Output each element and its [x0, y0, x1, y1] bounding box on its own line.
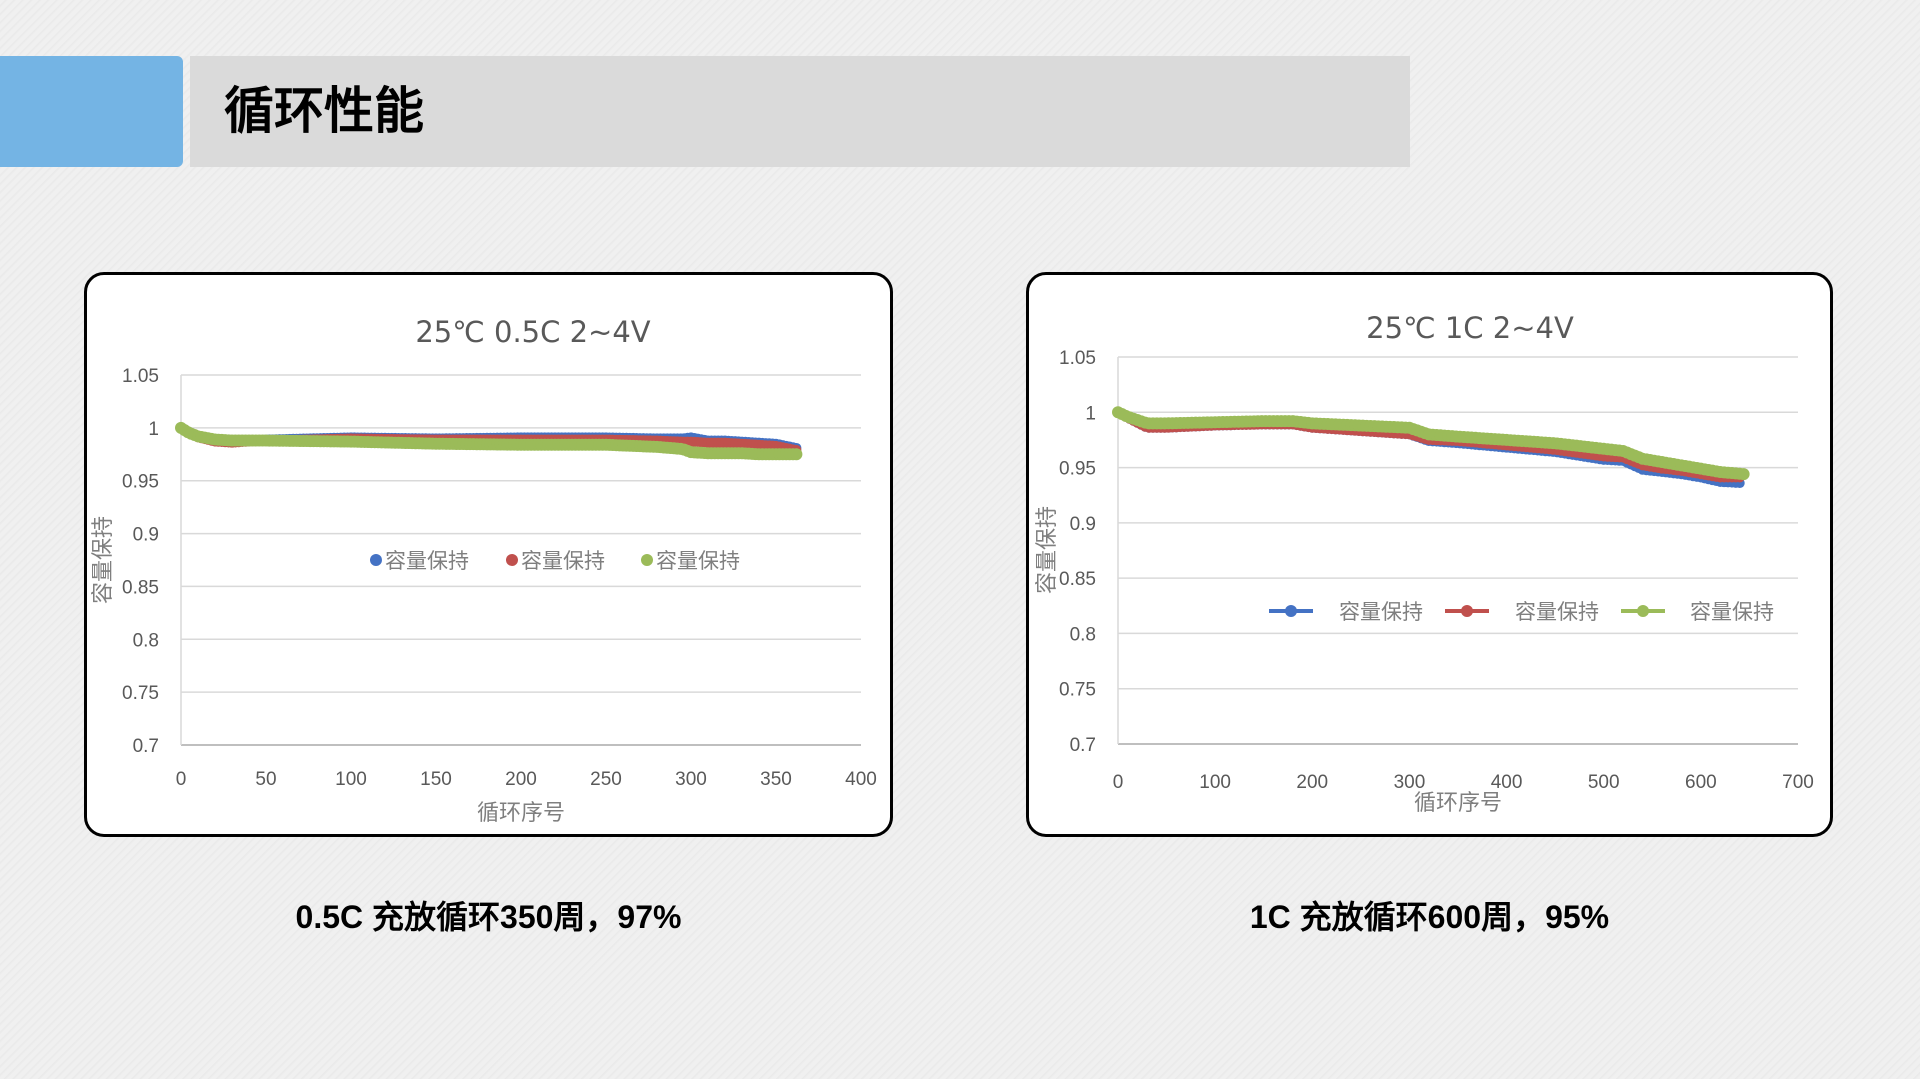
- caption-1c: 1C 充放循环600周，95%: [1249, 899, 1610, 935]
- y-tick-label: 1.05: [1059, 348, 1096, 369]
- x-tick-label: 0: [176, 769, 187, 790]
- legend-label: 容量保持: [656, 549, 740, 573]
- series-2: [175, 421, 803, 461]
- y-axis-label: 容量保持: [1035, 506, 1060, 594]
- y-tick-label: 0.85: [1059, 569, 1096, 590]
- y-tick-label: 0.85: [122, 577, 159, 598]
- x-tick-label: 150: [420, 769, 452, 790]
- legend-label: 容量保持: [521, 549, 605, 573]
- x-tick-label: 50: [255, 769, 276, 790]
- y-tick-label: 0.7: [1070, 735, 1096, 756]
- x-tick-label: 400: [1491, 772, 1523, 793]
- legend-marker: [1461, 605, 1473, 617]
- y-tick-label: 0.95: [122, 472, 159, 493]
- accent-block: [0, 56, 183, 167]
- legend-label: 容量保持: [1690, 600, 1774, 624]
- x-tick-label: 300: [1394, 772, 1426, 793]
- y-tick-label: 1: [148, 419, 159, 440]
- legend-marker: [506, 554, 518, 566]
- y-tick-label: 0.9: [133, 525, 159, 546]
- page-title: 循环性能: [224, 83, 424, 139]
- y-tick-label: 0.9: [1070, 514, 1096, 535]
- x-tick-label: 500: [1588, 772, 1620, 793]
- legend-label: 容量保持: [1515, 600, 1599, 624]
- chart-title: 25℃ 0.5C 2~4V: [415, 315, 650, 349]
- y-tick-label: 0.7: [133, 736, 159, 757]
- x-tick-label: 0: [1113, 772, 1124, 793]
- x-tick-label: 300: [675, 769, 707, 790]
- y-tick-label: 0.95: [1059, 459, 1096, 480]
- x-tick-label: 350: [760, 769, 792, 790]
- data-point: [1737, 468, 1750, 481]
- y-tick-label: 0.8: [133, 630, 159, 651]
- legend-marker: [1637, 605, 1649, 617]
- chart-svg: 25℃ 1C 2~4V 1.05 1 0.95 0.9 0.85 0.8 0.75 0.7 0 10…: [1035, 311, 1814, 816]
- y-tick-label: 1: [1085, 403, 1096, 424]
- series-2: [1112, 406, 1750, 481]
- y-axis-label: 容量保持: [91, 516, 116, 604]
- legend-marker: [370, 554, 382, 566]
- legend-marker: [641, 554, 653, 566]
- chart-svg: 25℃ 0.5C 2~4V 1.05 1 0.95 0.9 0.85 0.8 0.75 0.7 0…: [91, 315, 877, 826]
- chart-card-1c: 25℃ 1C 2~4V 1.05 1 0.95 0.9 0.85 0.8 0.75 0.7 0 10…: [1026, 272, 1833, 837]
- y-tick-label: 1.05: [122, 366, 159, 387]
- data-point: [790, 448, 803, 461]
- x-tick-label: 100: [1199, 772, 1231, 793]
- chart-card-0-5c: 25℃ 0.5C 2~4V 1.05 1 0.95 0.9 0.85 0.8 0.75 0.7 0…: [84, 272, 893, 837]
- y-tick-label: 0.75: [1059, 680, 1096, 701]
- caption-0-5c: 0.5C 充放循环350周，97%: [295, 899, 682, 935]
- chart-title: 25℃ 1C 2~4V: [1366, 311, 1574, 345]
- y-tick-label: 0.75: [122, 683, 159, 704]
- title-bar: 循环性能: [190, 56, 1410, 167]
- legend-label: 容量保持: [385, 549, 469, 573]
- x-tick-label: 600: [1685, 772, 1717, 793]
- legend-label: 容量保持: [1339, 600, 1423, 624]
- y-tick-label: 0.8: [1070, 624, 1096, 645]
- x-tick-label: 250: [590, 769, 622, 790]
- x-tick-label: 200: [505, 769, 537, 790]
- x-axis-label: 循环序号: [477, 801, 565, 826]
- x-tick-label: 700: [1782, 772, 1814, 793]
- x-tick-label: 200: [1296, 772, 1328, 793]
- x-tick-label: 100: [335, 769, 367, 790]
- legend-marker: [1285, 605, 1297, 617]
- x-axis-label: 循环序号: [1414, 791, 1502, 816]
- x-tick-label: 400: [845, 769, 877, 790]
